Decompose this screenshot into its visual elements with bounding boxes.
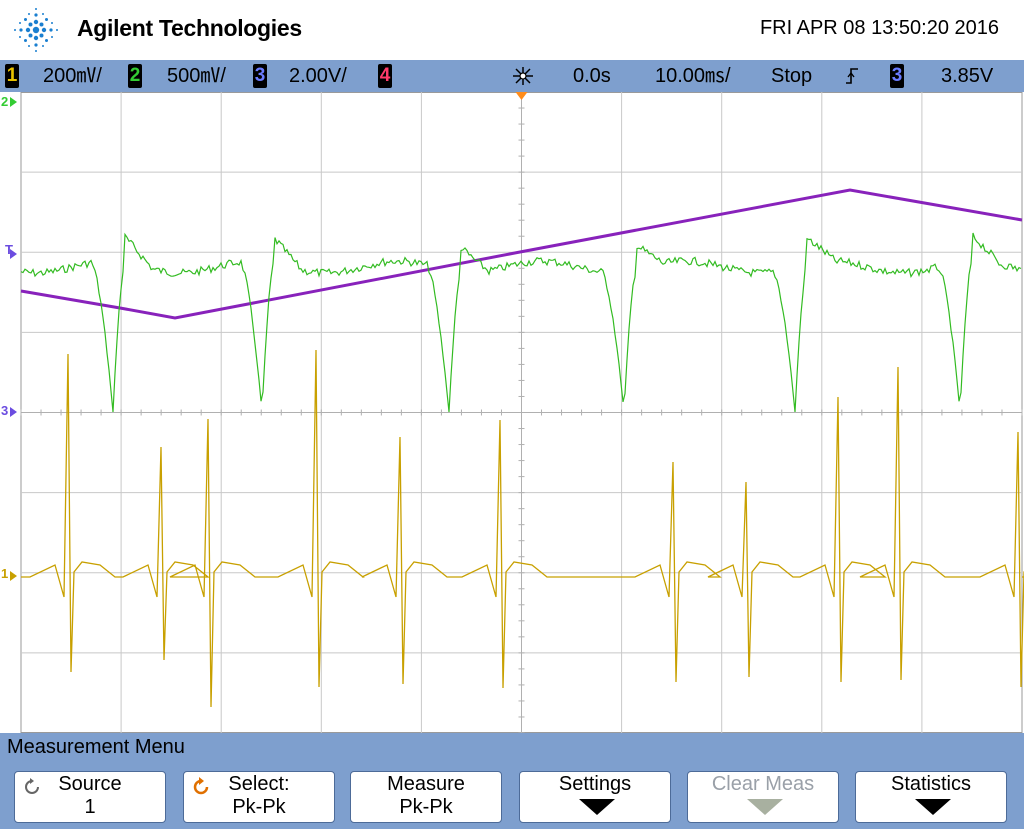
- channel-3-trace: [20, 188, 1023, 320]
- trigger-position-marker: [515, 92, 528, 100]
- settings-softkey[interactable]: Settings: [519, 771, 671, 823]
- submenu-arrow-icon: [747, 799, 783, 815]
- trigger-level[interactable]: 3.85V: [941, 65, 994, 87]
- channel-3-badge[interactable]: 3: [253, 64, 267, 88]
- select-value: Pk-Pk: [232, 796, 286, 818]
- channel-2-ground-arrow: [10, 97, 17, 107]
- channel-1-scale[interactable]: 200㎷/: [43, 65, 102, 87]
- trigger-level-marker[interactable]: T: [5, 242, 13, 257]
- channel-1-marker-label: 1: [1, 566, 9, 581]
- channel-3-ground-marker[interactable]: 3: [1, 403, 8, 418]
- status-bar: 1 200㎷/ 2 500㎷/ 3 2.00V/ 4 0.0s 10.00㎳/ …: [0, 60, 1024, 92]
- source-value: 1: [84, 796, 96, 818]
- source-label: Source: [58, 773, 122, 795]
- settings-label: Settings: [558, 773, 632, 795]
- rotate-knob-icon: [25, 778, 39, 794]
- channel-1-ground-arrow: [10, 571, 17, 581]
- trigger-level-arrow: [10, 249, 17, 259]
- channel-1-ground-marker[interactable]: 1: [1, 566, 8, 581]
- channel-3-ground-arrow: [10, 407, 17, 417]
- brand-name: Agilent Technologies: [77, 15, 302, 41]
- measure-softkey[interactable]: Measure Pk-Pk: [350, 771, 502, 823]
- channel-3-scale[interactable]: 2.00V/: [289, 65, 347, 87]
- channel-2-scale[interactable]: 500㎷/: [167, 65, 226, 87]
- waveform-graticule: [10, 92, 1024, 733]
- source-softkey[interactable]: Source 1: [14, 771, 166, 823]
- measure-label: Measure: [387, 773, 465, 795]
- trigger-source-badge[interactable]: 3: [890, 64, 904, 88]
- clear-meas-label: Clear Meas: [711, 773, 815, 795]
- time-delay[interactable]: 0.0s: [573, 65, 611, 87]
- waveform-display[interactable]: 2 T 3 1: [0, 92, 1024, 733]
- measurement-menu: Measurement Menu Source 1 Select: Pk-Pk …: [0, 733, 1024, 829]
- select-softkey[interactable]: Select: Pk-Pk: [183, 771, 335, 823]
- channel-2-badge[interactable]: 2: [128, 64, 142, 88]
- channel-4-badge[interactable]: 4: [378, 64, 392, 88]
- trigger-marker-label: T: [5, 242, 13, 257]
- statistics-softkey[interactable]: Statistics: [855, 771, 1007, 823]
- clear-meas-softkey[interactable]: Clear Meas: [687, 771, 839, 823]
- agilent-spark-logo-icon: [14, 8, 58, 52]
- run-state[interactable]: Stop: [771, 65, 813, 87]
- channel-1-trace: [21, 349, 1024, 708]
- submenu-arrow-icon: [915, 799, 951, 815]
- menu-title: Measurement Menu: [7, 736, 185, 758]
- channel-2-marker-label: 2: [1, 94, 9, 109]
- channel-2-trace: [20, 232, 1022, 413]
- channel-2-ground-marker[interactable]: 2: [1, 94, 8, 109]
- submenu-arrow-icon: [579, 799, 615, 815]
- date-time: FRI APR 08 13:50:20 2016: [759, 17, 999, 39]
- statistics-label: Statistics: [890, 773, 972, 795]
- channel-3-marker-label: 3: [1, 403, 9, 418]
- channel-1-badge[interactable]: 1: [5, 64, 19, 88]
- select-knob-icon: [193, 777, 209, 795]
- time-scale[interactable]: 10.00㎳/: [655, 65, 731, 87]
- measure-value: Pk-Pk: [399, 796, 453, 818]
- rising-edge-trigger-icon[interactable]: [844, 66, 860, 86]
- header: Agilent Technologies FRI APR 08 13:50:20…: [0, 0, 1024, 60]
- acquire-icon[interactable]: [510, 65, 536, 87]
- select-label: Select:: [228, 773, 290, 795]
